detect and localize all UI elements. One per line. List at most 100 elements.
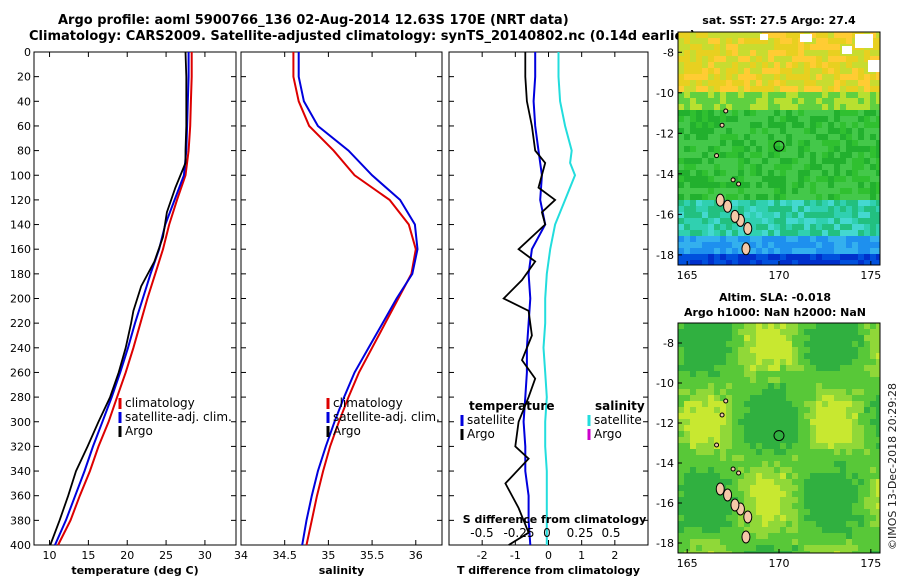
sst_map-cell	[732, 68, 738, 74]
sst_map-cell	[696, 224, 702, 230]
sla_map-cell	[732, 401, 738, 407]
sst_map-cell	[828, 158, 834, 164]
sla_map-cell	[804, 341, 810, 347]
sst_map-cell	[786, 80, 792, 86]
sst_map-cell	[798, 50, 804, 56]
sla_map-cell	[756, 347, 762, 353]
depth-tick-label: 280	[10, 391, 31, 404]
sla_map-cell	[822, 377, 828, 383]
sla_map-cell	[846, 497, 852, 503]
sla_map-cell	[792, 341, 798, 347]
sla_map-cell	[852, 503, 858, 509]
sla_map-cell	[780, 533, 786, 539]
sst_map-cell	[864, 110, 870, 116]
sla_map-cell	[798, 389, 804, 395]
sla_map-cell	[690, 371, 696, 377]
sst_map-cell	[840, 182, 846, 188]
sla_map-cell	[870, 329, 876, 335]
sla_map-cell	[792, 353, 798, 359]
sla_map-cell	[768, 353, 774, 359]
sla_map-cell	[720, 341, 726, 347]
sst_map-cell	[678, 98, 684, 104]
sst_map-cell	[810, 110, 816, 116]
sla_map-cell	[792, 401, 798, 407]
sla_map-cell	[720, 335, 726, 341]
sla_map-cell	[870, 413, 876, 419]
sst_map-cell	[714, 128, 720, 134]
sst_map-cell	[780, 230, 786, 236]
sst_map-cell	[846, 182, 852, 188]
sla_map-cell	[750, 509, 756, 515]
difference-legend-right-label: Argo	[594, 427, 622, 441]
sst_map-cell	[876, 56, 880, 62]
sla_map-cell	[870, 461, 876, 467]
sst_map-cell	[828, 128, 834, 134]
sst_map-cell	[822, 44, 828, 50]
sst_map-cell	[696, 122, 702, 128]
sst_map-cell	[738, 170, 744, 176]
sst_map-cell	[744, 188, 750, 194]
sla_map-cell	[798, 377, 804, 383]
sst_map-cell	[870, 176, 876, 182]
sla_map-cell	[756, 419, 762, 425]
sla_map-cell	[828, 509, 834, 515]
sst_map-cell	[750, 110, 756, 116]
sst_map-cell	[834, 68, 840, 74]
sst_map-cell	[684, 32, 690, 38]
sla_map-cell	[864, 431, 870, 437]
sla_map-cell	[744, 485, 750, 491]
sla_map-cell	[852, 449, 858, 455]
sla_map-cell	[708, 533, 714, 539]
sla_map-cell	[864, 347, 870, 353]
sla_map-cell	[846, 515, 852, 521]
sst_map-cell	[786, 98, 792, 104]
sla_map-cell	[876, 401, 880, 407]
sla_map-cell	[810, 455, 816, 461]
sst_map-cell	[810, 98, 816, 104]
sst_map-cell	[846, 176, 852, 182]
sst_map-cell	[774, 128, 780, 134]
sst_map-cell	[678, 128, 684, 134]
sla_map-cell	[786, 437, 792, 443]
sst_map-cell	[870, 146, 876, 152]
sst_map-cell	[846, 146, 852, 152]
sla_map-cell	[774, 341, 780, 347]
temperature-frame	[33, 51, 237, 546]
sla_map-cell	[762, 383, 768, 389]
sla_map-cell	[750, 383, 756, 389]
sla_map-cell	[822, 419, 828, 425]
sst_map-cell	[798, 242, 804, 248]
sla_map-cell	[786, 377, 792, 383]
sst_map-cell	[816, 92, 822, 98]
sst_map-cell	[744, 218, 750, 224]
sla_map-cell	[720, 467, 726, 473]
sla_map-cell	[732, 347, 738, 353]
sst_map-cell	[726, 104, 732, 110]
sla_map-cell	[756, 545, 762, 551]
sla_map-cell	[708, 545, 714, 551]
sst_map-cell	[876, 242, 880, 248]
sla_map-cell	[774, 491, 780, 497]
sst_map-cell	[738, 176, 744, 182]
sst_map-cell	[726, 134, 732, 140]
sst_map-cell	[744, 98, 750, 104]
sla_map-cell	[762, 545, 768, 551]
sla_map-cell	[792, 467, 798, 473]
sla_map-cell	[744, 323, 750, 329]
sst_map-cell	[744, 164, 750, 170]
sst_map-cell	[852, 170, 858, 176]
sla_map-cell	[738, 371, 744, 377]
sla_map-cell	[768, 401, 774, 407]
sla_map-cell	[834, 521, 840, 527]
sst_map-cell	[792, 104, 798, 110]
sla_map-cell	[780, 371, 786, 377]
sla_map-cell	[714, 503, 720, 509]
sla_map-cell	[756, 431, 762, 437]
sst-missing-data	[868, 60, 880, 72]
sla_map-cell	[708, 323, 714, 329]
difference-series-line	[502, 52, 557, 546]
sla_map-cell	[792, 419, 798, 425]
sla_map-cell	[822, 467, 828, 473]
sst_map-ytick-label: -18	[656, 249, 674, 262]
sst_map-cell	[762, 140, 768, 146]
